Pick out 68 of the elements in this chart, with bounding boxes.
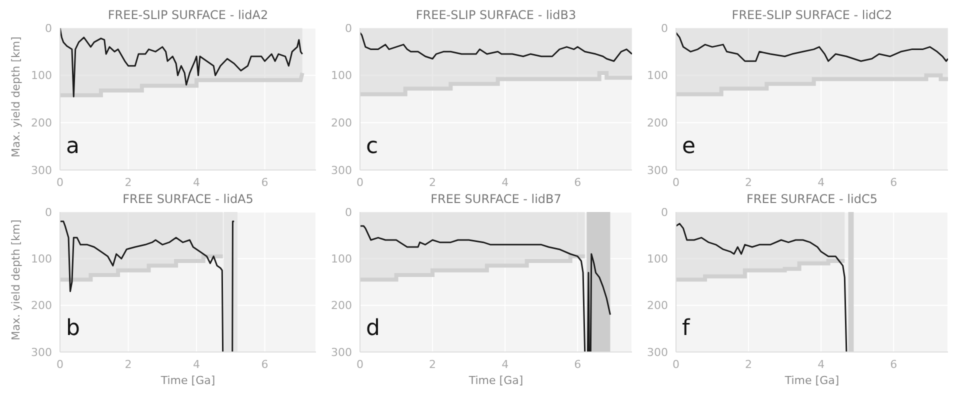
x-tick-label: 6 (574, 176, 582, 189)
x-tick-label: 4 (193, 176, 200, 189)
y-tick-label: 0 (661, 22, 668, 35)
y-axis-title: Max. yield depth [km] (10, 220, 22, 340)
x-axis-title: Time [Ga] (160, 374, 216, 387)
y-tick-label: 200 (331, 116, 352, 130)
x-tick-label: 6 (890, 358, 898, 371)
y-tick-label: 200 (31, 116, 52, 130)
y-tick-label: 200 (331, 299, 352, 312)
x-tick-label: 6 (261, 176, 268, 189)
y-tick-label: 100 (31, 252, 52, 266)
y-tick-label: 100 (647, 69, 668, 82)
x-axis-title: Time [Ga] (468, 374, 524, 387)
y-tick-label: 200 (31, 299, 52, 312)
y-tick-label: 0 (345, 22, 352, 35)
y-tick-label: 0 (661, 206, 668, 219)
x-tick-label: 6 (574, 358, 582, 371)
y-tick-label: 100 (647, 252, 668, 266)
chart-title: FREE-SLIP SURFACE - lidC2 (730, 8, 894, 22)
y-tick-label: 100 (331, 69, 352, 82)
y-tick-label: 100 (31, 69, 52, 82)
y-tick-label: 300 (647, 346, 668, 359)
x-tick-label: 2 (429, 176, 436, 189)
x-tick-label: 6 (261, 358, 268, 371)
annotation: b (66, 316, 80, 341)
y-tick-label: 300 (331, 164, 352, 177)
chart-title: FREE-SLIP SURFACE - lidB3 (414, 8, 578, 22)
y-tick-label: 0 (345, 206, 352, 219)
x-tick-label: 0 (356, 176, 364, 189)
x-tick-label: 4 (502, 358, 509, 371)
line-series (360, 32, 632, 62)
x-tick-label: 4 (818, 358, 825, 371)
x-tick-label: 2 (745, 176, 752, 189)
line-series (676, 222, 848, 352)
chart-title: FREE SURFACE - lidB7 (430, 192, 562, 206)
line-series (676, 32, 948, 62)
x-tick-label: 0 (672, 358, 680, 371)
x-tick-label: 4 (502, 176, 509, 189)
x-tick-label: 4 (818, 176, 825, 189)
annotation: a (66, 134, 80, 159)
y-axis-title: Max. yield depth [km] (10, 36, 22, 158)
x-tick-label: 2 (124, 358, 132, 371)
y-tick-label: 100 (331, 252, 352, 266)
x-tick-label: 0 (356, 358, 364, 371)
x-tick-label: 2 (745, 358, 752, 371)
y-tick-label: 200 (647, 299, 668, 312)
x-tick-label: 0 (672, 176, 680, 189)
y-tick-label: 300 (647, 164, 668, 177)
annotation: e (682, 134, 696, 159)
x-axis-title: Time [Ga] (784, 374, 840, 387)
x-tick-label: 2 (429, 358, 436, 371)
chart-title: FREE-SLIP SURFACE - lidA2 (106, 8, 270, 22)
annotation: c (366, 134, 378, 159)
chart-title: FREE SURFACE - lidC5 (746, 192, 878, 206)
x-tick-label: 0 (56, 176, 64, 189)
x-tick-label: 4 (193, 358, 200, 371)
x-tick-label: 6 (890, 176, 898, 189)
chart-title: FREE SURFACE - lidA5 (122, 192, 254, 206)
x-tick-label: 0 (56, 358, 64, 371)
y-tick-label: 0 (45, 22, 52, 35)
annotation: f (682, 316, 690, 341)
annotation: d (366, 316, 380, 341)
y-tick-label: 300 (31, 164, 52, 177)
y-tick-label: 0 (45, 206, 52, 219)
x-tick-label: 2 (124, 176, 132, 189)
y-tick-label: 300 (31, 346, 52, 359)
y-tick-label: 200 (647, 116, 668, 130)
y-tick-label: 300 (331, 346, 352, 359)
